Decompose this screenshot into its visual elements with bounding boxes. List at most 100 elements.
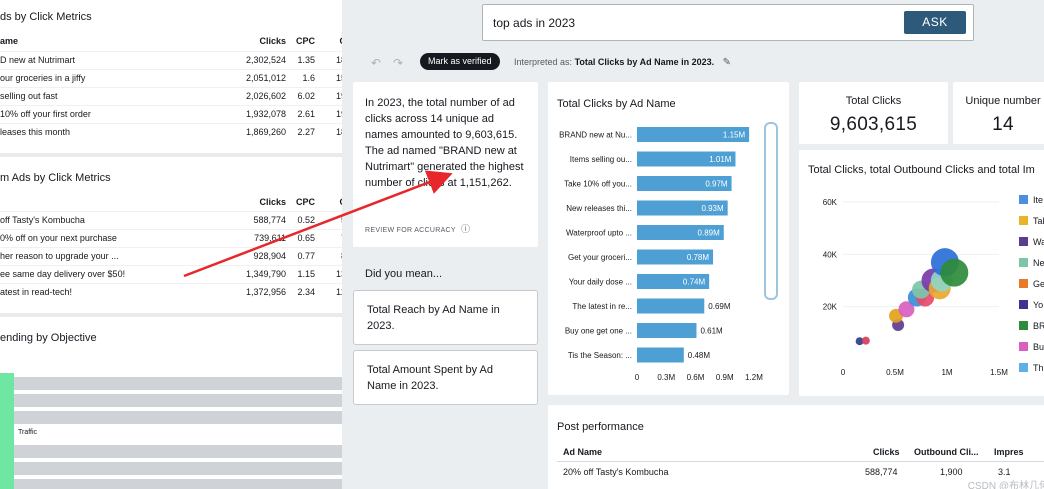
cell-cpc: 1.15 xyxy=(297,269,315,279)
background-dashboard: ds by Click Metrics ame Clicks CPC C D n… xyxy=(0,0,342,489)
legend-label: Ite xyxy=(1033,195,1043,205)
spending-title: ending by Objective xyxy=(0,332,97,344)
table-row: selling out fast 2,026,602 6.02 19 xyxy=(0,87,342,104)
cell-c: 12 xyxy=(335,287,342,297)
bar xyxy=(637,200,728,216)
column-impressions[interactable]: Impres xyxy=(994,447,1024,457)
search-input[interactable]: top ads in 2023 xyxy=(493,16,576,30)
cell-cpc: 6.02 xyxy=(297,91,315,101)
cell-cpc: 2.34 xyxy=(297,287,315,297)
bar-chart-svg: BRAND new at Nu... 1.15M Items selling ou.… xyxy=(559,127,763,382)
mark-as-verified-button[interactable]: Mark as verified xyxy=(420,53,500,70)
cell-clicks: 588,774 xyxy=(253,215,286,225)
bar-value-label: 0.93M xyxy=(701,204,724,213)
bar-category-label: New releases thi... xyxy=(566,204,632,213)
legend-label: Tak xyxy=(1033,216,1044,226)
bar-category-label: Your daily dose ... xyxy=(569,278,632,287)
review-for-accuracy[interactable]: REVIEW FOR ACCURACY ⓘ xyxy=(365,222,470,235)
column-outbound-clicks[interactable]: Outbound Cli... xyxy=(914,447,979,457)
header-clicks: Clicks xyxy=(259,197,286,207)
legend-label: Ge xyxy=(1033,279,1044,289)
table-row: our groceries in a jiffy 2,051,012 1.6 15 xyxy=(0,69,342,86)
legend-swatch xyxy=(1019,216,1028,225)
top-ads-header: ame Clicks CPC C xyxy=(0,36,342,50)
bar xyxy=(637,249,714,265)
legend-swatch xyxy=(1019,279,1028,288)
column-ad-name[interactable]: Ad Name xyxy=(563,447,603,457)
cell-c: 18 xyxy=(335,55,342,65)
spending-panel: ending by Objective Traffic xyxy=(0,321,342,489)
bar-value-label: 0.69M xyxy=(708,302,731,311)
legend-swatch xyxy=(1019,258,1028,267)
redo-icon[interactable]: ↷ xyxy=(393,56,404,70)
sankey-traffic-label: Traffic xyxy=(18,429,38,436)
ask-button[interactable]: ASK xyxy=(904,11,966,34)
x-tick-label: 1M xyxy=(941,368,952,377)
header-cpc: CPC xyxy=(295,197,315,207)
suggestion-total-reach[interactable]: Total Reach by Ad Name in 2023. xyxy=(353,290,538,345)
bar xyxy=(637,274,710,289)
cell-clicks: 2,051,012 xyxy=(245,73,286,83)
bar xyxy=(637,298,705,314)
sankey-source-node xyxy=(0,373,14,489)
legend-swatch xyxy=(1019,342,1028,351)
chart-scrollbar[interactable] xyxy=(764,122,778,300)
cell-name: D new at Nutrimart xyxy=(0,55,76,65)
y-tick-label: 60K xyxy=(823,198,838,207)
watermark: CSDN @布林几何 xyxy=(967,481,1044,489)
cell-clicks: 1,932,078 xyxy=(245,109,286,119)
answer-card: In 2023, the total number of ad clicks a… xyxy=(353,82,538,247)
sankey-flow xyxy=(14,377,342,390)
scatter-point xyxy=(940,258,969,287)
post-performance-title: Post performance xyxy=(557,421,644,433)
bar-category-label: Tis the Season: ... xyxy=(568,351,632,360)
cell-c: 15 xyxy=(335,73,342,83)
q-panel: top ads in 2023 ASK ↶ ↷ Mark as verified… xyxy=(342,0,1044,489)
cell-cpc: 2.27 xyxy=(297,127,315,137)
interpreted-prefix: Interpreted as: xyxy=(514,57,573,67)
header-cpc: CPC xyxy=(295,36,315,46)
undo-icon[interactable]: ↶ xyxy=(371,56,382,70)
x-tick-label: 0.5M xyxy=(886,368,904,377)
legend-label: Bu xyxy=(1033,342,1044,352)
column-clicks[interactable]: Clicks xyxy=(873,447,900,457)
cell-clicks: 928,904 xyxy=(253,251,286,261)
scatter-chart-title: Total Clicks, total Outbound Clicks and … xyxy=(808,164,1035,176)
x-tick-label: 0 xyxy=(635,373,640,382)
kpi-label: Total Clicks xyxy=(845,95,902,107)
sankey-flow xyxy=(14,394,342,407)
kpi-unique-number: Unique number 14 xyxy=(953,82,1044,144)
bar xyxy=(637,176,732,191)
cell-clicks: 2,302,524 xyxy=(245,55,286,65)
answer-text: In 2023, the total number of ad clicks a… xyxy=(365,97,524,189)
bottom-ads-title: m Ads by Click Metrics xyxy=(0,172,111,184)
header-c: C xyxy=(340,36,343,46)
bar-category-label: Buy one get one ... xyxy=(565,327,632,336)
x-tick-label: 1.2M xyxy=(745,373,763,382)
bar-value-label: 0.89M xyxy=(698,229,721,238)
legend-swatch xyxy=(1019,237,1028,246)
interpreted-value: Total Clicks by Ad Name in 2023. xyxy=(574,57,715,67)
table-row: 10% off your first order 1,932,078 2.61 19 xyxy=(0,105,342,122)
scatter-chart: Total Clicks, total Outbound Clicks and … xyxy=(799,150,1044,396)
cell-cpc: 2.61 xyxy=(297,109,315,119)
legend-label: Ne xyxy=(1033,258,1044,268)
bar xyxy=(637,225,724,240)
table-row: ee same day delivery over $50! 1,349,790 1… xyxy=(0,265,342,282)
scatter-chart-svg: 20K 40K 60K 0 0.5M 1M 1.5M Ite Tak Wa Ne Ge Yo BR Bu Th xyxy=(823,195,1044,377)
cell-ad-name: 20% off Tasty's Kombucha xyxy=(563,467,669,477)
y-tick-label: 20K xyxy=(823,303,838,312)
x-tick-label: 0.9M xyxy=(716,373,734,382)
sankey-flow xyxy=(14,411,342,424)
info-icon[interactable]: ⓘ xyxy=(461,224,471,234)
suggestion-total-amount-spent[interactable]: Total Amount Spent by Ad Name in 2023. xyxy=(353,350,538,405)
bar-value-label: 0.97M xyxy=(705,180,728,189)
cell-name: her reason to upgrade your ... xyxy=(0,251,119,261)
bar-value-label: 0.74M xyxy=(683,278,706,287)
bar-chart-title: Total Clicks by Ad Name xyxy=(557,98,676,110)
pencil-icon[interactable]: ✎ xyxy=(722,57,732,68)
question-search-bar[interactable]: top ads in 2023 ASK xyxy=(482,4,974,41)
cell-name: ee same day delivery over $50! xyxy=(0,269,126,279)
